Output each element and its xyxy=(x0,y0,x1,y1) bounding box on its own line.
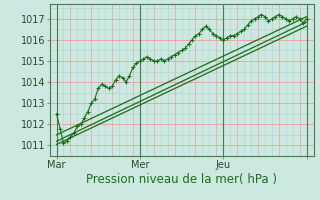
X-axis label: Pression niveau de la mer( hPa ): Pression niveau de la mer( hPa ) xyxy=(86,173,277,186)
